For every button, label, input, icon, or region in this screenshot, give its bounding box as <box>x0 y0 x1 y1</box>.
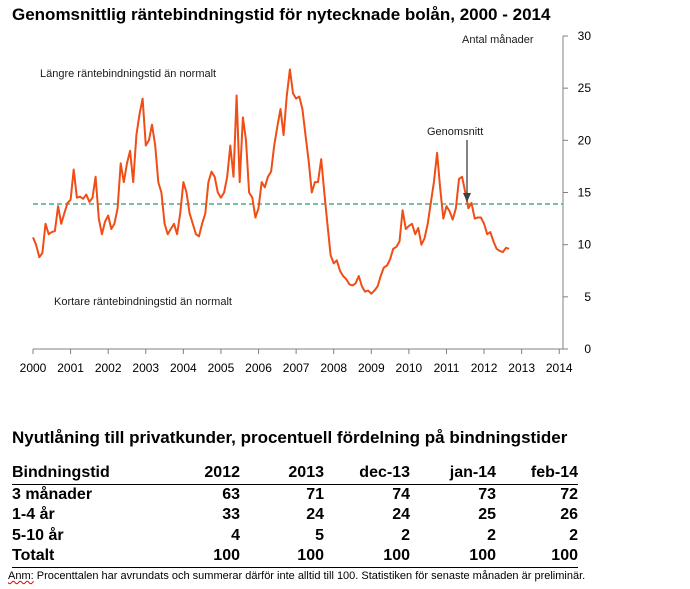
column-header: feb-14 <box>496 463 578 485</box>
y-tick-label: 25 <box>578 81 592 95</box>
y-tick-label: 15 <box>578 186 592 200</box>
x-tick-label: 2011 <box>434 361 460 375</box>
row-label: 1-4 år <box>12 506 55 524</box>
y-tick-label: 30 <box>578 29 592 43</box>
column-header: dec-13 <box>324 463 410 485</box>
x-tick-label: 2007 <box>283 361 310 375</box>
x-tick-label: 2014 <box>546 361 573 375</box>
table-cell: 5 <box>315 526 324 544</box>
column-header: jan-14 <box>410 463 496 485</box>
column-header: 2013 <box>240 463 324 485</box>
column-header: Bindningstid <box>12 463 162 485</box>
x-tick-label: 2004 <box>170 361 197 375</box>
table-cell: 72 <box>560 485 578 503</box>
footnote: Anm: Procenttalen har avrundats och summ… <box>8 570 585 582</box>
table-cell: 2 <box>487 526 496 544</box>
series-group <box>32 68 510 295</box>
row-label: Totalt <box>12 546 162 568</box>
table-cell: 63 <box>222 485 240 503</box>
x-tick-label: 2001 <box>57 361 84 375</box>
table-cell: 100 <box>240 546 324 568</box>
x-tick-label: 2008 <box>320 361 347 375</box>
table-cell: 26 <box>560 506 578 524</box>
table-row: 5-10 år 4 5 2 2 2 <box>12 526 578 547</box>
table-title: Nyutlåning till privatkunder, procentuel… <box>12 428 568 447</box>
distribution-table: Bindningstid 2012 2013 dec-13 jan-14 feb… <box>12 463 578 568</box>
table-cell: 2 <box>569 526 578 544</box>
annotation-above-normal: Längre räntebindningstid än normalt <box>40 68 216 80</box>
annotation-average: Genomsnitt <box>427 126 483 138</box>
table-cell: 24 <box>392 506 410 524</box>
table-cell: 24 <box>306 506 324 524</box>
y-tick-label: 20 <box>578 133 592 147</box>
table-row: 1-4 år 33 24 24 25 26 <box>12 505 578 526</box>
y-unit-label: Antal månader <box>462 34 534 46</box>
table-cell: 25 <box>478 506 496 524</box>
row-label: 5-10 år <box>12 526 64 544</box>
x-tick-label: 2005 <box>208 361 235 375</box>
row-label: 3 månader <box>12 485 93 503</box>
footnote-label: Anm: <box>8 570 34 582</box>
y-tick-label: 5 <box>584 290 591 304</box>
table-cell: 33 <box>222 506 240 524</box>
y-tick-label: 10 <box>578 238 592 252</box>
table-cell: 100 <box>410 546 496 568</box>
y-tick-label: 0 <box>584 342 591 356</box>
table-cell: 4 <box>231 526 240 544</box>
table-cell: 100 <box>324 546 410 568</box>
series-line <box>32 68 510 295</box>
x-tick-label: 2009 <box>358 361 385 375</box>
x-tick-label: 2003 <box>132 361 159 375</box>
table-cell: 71 <box>306 485 324 503</box>
table-row: 3 månader 63 71 74 73 72 <box>12 484 578 505</box>
average-arrow <box>463 140 471 202</box>
footnote-text: Procenttalen har avrundats och summerar … <box>33 570 586 582</box>
x-tick-label: 2010 <box>396 361 423 375</box>
x-tick-label: 2002 <box>95 361 122 375</box>
x-tick-label: 2012 <box>471 361 498 375</box>
column-header: 2012 <box>162 463 240 485</box>
x-tick-label: 2000 <box>20 361 47 375</box>
table-cell: 100 <box>162 546 240 568</box>
table-cell: 2 <box>401 526 410 544</box>
table-row-total: Totalt 100 100 100 100 100 <box>12 546 578 568</box>
annotation-below-normal: Kortare räntebindningstid än normalt <box>54 296 232 308</box>
x-axis: 2000 2001 2002 2003 2004 2005 2006 2007 2008 2009… <box>20 348 573 375</box>
table-header-row: Bindningstid 2012 2013 dec-13 jan-14 feb… <box>12 463 578 485</box>
table-cell: 100 <box>496 546 578 568</box>
chart-title: Genomsnittlig räntebindningstid för nyte… <box>12 5 551 24</box>
table-cell: 74 <box>392 485 410 503</box>
x-tick-label: 2006 <box>245 361 272 375</box>
x-tick-label: 2013 <box>508 361 535 375</box>
table-cell: 73 <box>478 485 496 503</box>
y-axis: 0 5 10 15 20 25 30 <box>562 29 592 356</box>
